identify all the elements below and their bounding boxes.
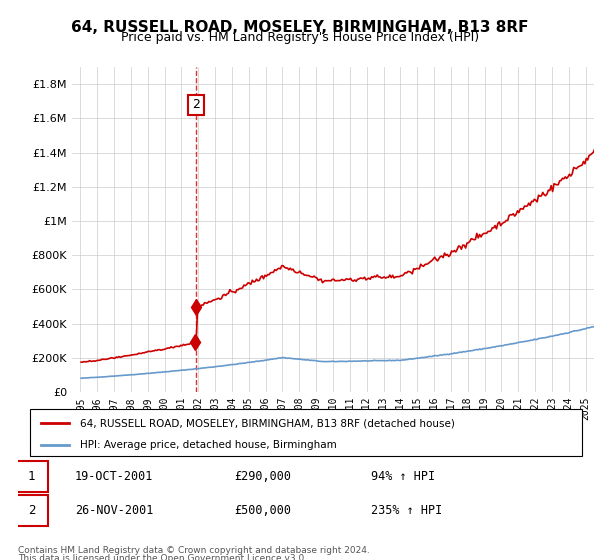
FancyBboxPatch shape [15,494,48,526]
Text: This data is licensed under the Open Government Licence v3.0.: This data is licensed under the Open Gov… [18,554,307,560]
Text: 64, RUSSELL ROAD, MOSELEY, BIRMINGHAM, B13 8RF (detached house): 64, RUSSELL ROAD, MOSELEY, BIRMINGHAM, B… [80,418,455,428]
Text: Contains HM Land Registry data © Crown copyright and database right 2024.: Contains HM Land Registry data © Crown c… [18,546,370,555]
FancyBboxPatch shape [15,461,48,492]
Text: 64, RUSSELL ROAD, MOSELEY, BIRMINGHAM, B13 8RF: 64, RUSSELL ROAD, MOSELEY, BIRMINGHAM, B… [71,20,529,35]
Text: 1: 1 [28,470,35,483]
Text: 19-OCT-2001: 19-OCT-2001 [75,470,154,483]
Text: Price paid vs. HM Land Registry's House Price Index (HPI): Price paid vs. HM Land Registry's House … [121,31,479,44]
Text: 235% ↑ HPI: 235% ↑ HPI [371,504,443,517]
Text: £500,000: £500,000 [235,504,292,517]
Text: 2: 2 [28,504,35,517]
Text: 94% ↑ HPI: 94% ↑ HPI [371,470,436,483]
Text: 2: 2 [192,99,200,111]
Text: HPI: Average price, detached house, Birmingham: HPI: Average price, detached house, Birm… [80,440,337,450]
Text: 26-NOV-2001: 26-NOV-2001 [75,504,154,517]
Text: £290,000: £290,000 [235,470,292,483]
FancyBboxPatch shape [30,409,582,456]
